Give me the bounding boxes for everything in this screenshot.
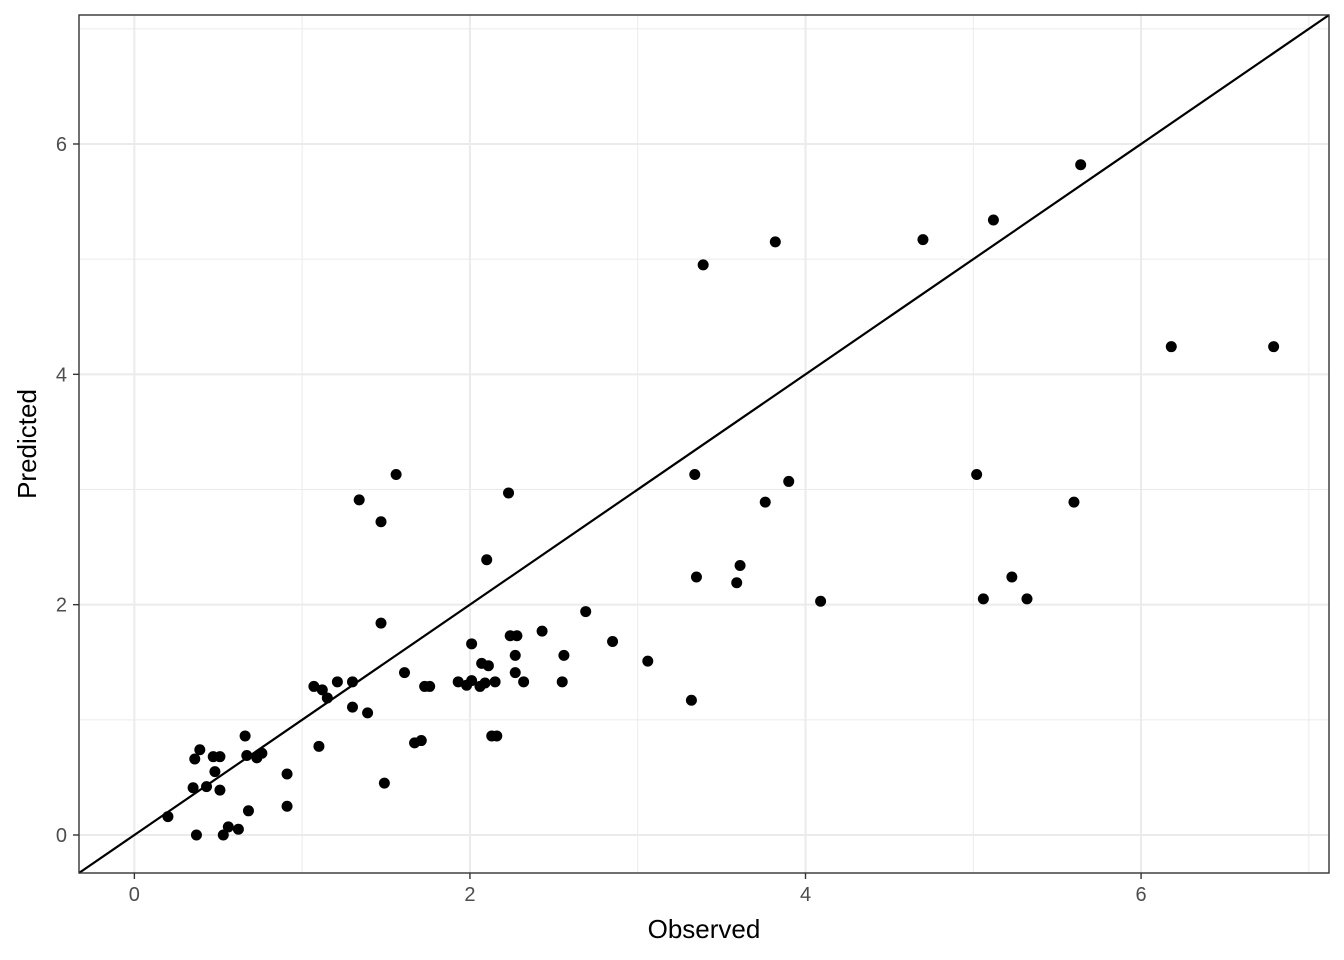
data-point: [189, 753, 201, 765]
data-point: [209, 766, 221, 778]
data-point: [690, 571, 702, 583]
data-point: [580, 606, 592, 618]
data-point: [390, 469, 402, 481]
minor-gridlines: [79, 15, 1329, 873]
data-point: [642, 655, 654, 667]
data-point: [222, 821, 234, 833]
data-point: [316, 684, 328, 696]
major-gridlines: [79, 15, 1329, 873]
data-point: [313, 740, 325, 752]
data-point: [509, 649, 521, 661]
y-axis-ticks: 0 2 4 6: [56, 134, 79, 847]
data-point: [1268, 341, 1280, 353]
data-point: [1006, 571, 1018, 583]
data-point: [232, 823, 244, 835]
data-point: [375, 516, 387, 528]
data-point: [321, 692, 333, 704]
data-point: [769, 236, 781, 248]
y-tick-label: 0: [56, 825, 67, 847]
x-tick-label: 4: [800, 884, 811, 906]
data-point: [194, 744, 206, 756]
y-tick-label: 2: [56, 595, 67, 617]
data-point: [378, 777, 390, 789]
data-point: [415, 735, 427, 747]
data-point: [353, 494, 365, 506]
data-point: [399, 667, 411, 679]
data-point: [479, 677, 491, 689]
data-point: [503, 487, 515, 499]
data-point: [239, 730, 251, 742]
data-point: [187, 782, 199, 794]
data-point: [607, 636, 619, 648]
data-point: [346, 701, 358, 713]
data-point: [214, 784, 226, 796]
data-point: [511, 630, 523, 642]
data-point: [346, 676, 358, 688]
x-tick-label: 6: [1136, 884, 1147, 906]
data-point: [256, 747, 268, 759]
data-point: [734, 560, 746, 572]
data-point: [783, 475, 795, 487]
identity-line-layer: [78, 14, 1330, 874]
data-point: [201, 781, 213, 793]
y-tick-label: 6: [56, 134, 67, 156]
data-point: [466, 675, 478, 687]
data-point: [518, 676, 530, 688]
data-point: [482, 660, 494, 672]
data-point: [466, 638, 478, 650]
data-point: [489, 676, 501, 688]
data-point: [281, 800, 293, 812]
y-tick-label: 4: [56, 364, 67, 386]
data-point: [689, 469, 701, 481]
data-point: [162, 811, 174, 823]
data-point: [308, 680, 320, 692]
data-point: [190, 829, 202, 841]
data-point: [917, 234, 929, 246]
data-point: [731, 577, 743, 589]
data-point: [1165, 341, 1177, 353]
data-point: [481, 554, 493, 566]
data-point: [217, 829, 229, 841]
data-point: [977, 593, 989, 605]
data-point: [1021, 593, 1033, 605]
x-axis-ticks: 0 2 4 6: [129, 873, 1147, 906]
data-point: [241, 750, 253, 762]
data-point: [685, 694, 697, 706]
data-point: [558, 649, 570, 661]
data-point: [1068, 496, 1080, 508]
data-point: [242, 805, 254, 817]
data-point: [1075, 159, 1087, 171]
y-axis-title: Predicted: [12, 389, 42, 499]
plot-panel-border: [78, 14, 1330, 874]
x-tick-label: 0: [129, 884, 140, 906]
data-point: [491, 730, 503, 742]
x-axis-title: Observed: [648, 914, 761, 944]
x-tick-label: 2: [464, 884, 475, 906]
data-points: [162, 159, 1280, 841]
data-point: [452, 676, 464, 688]
data-point: [214, 751, 226, 763]
data-point: [331, 676, 343, 688]
data-point: [536, 625, 548, 637]
data-point: [987, 214, 999, 226]
data-point: [424, 680, 436, 692]
data-point: [759, 496, 771, 508]
data-point: [815, 595, 827, 607]
data-point: [697, 259, 709, 271]
data-point: [509, 667, 521, 679]
data-point: [971, 469, 983, 481]
data-point: [362, 707, 374, 719]
data-point: [281, 768, 293, 780]
data-point: [375, 617, 387, 629]
data-point: [556, 676, 568, 688]
identity-line: [78, 14, 1330, 874]
